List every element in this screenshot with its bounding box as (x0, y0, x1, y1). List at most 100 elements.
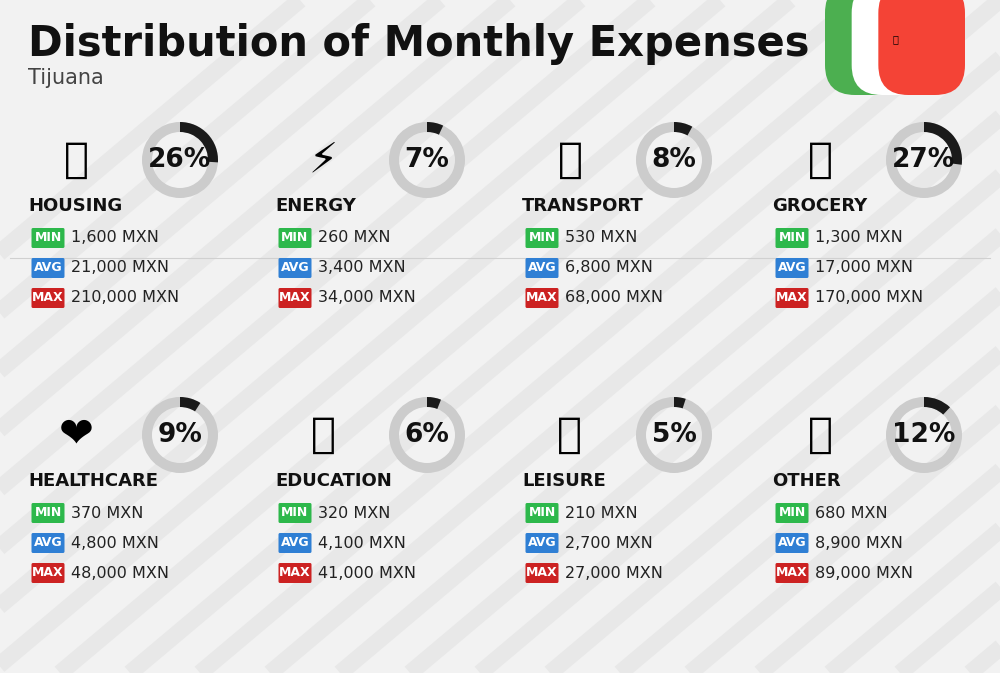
FancyBboxPatch shape (878, 0, 965, 95)
Text: 210,000 MXN: 210,000 MXN (71, 291, 179, 306)
Text: 🛍️: 🛍️ (557, 414, 582, 456)
Text: 5%: 5% (652, 422, 696, 448)
Text: 34,000 MXN: 34,000 MXN (318, 291, 416, 306)
Text: MAX: MAX (32, 567, 64, 579)
Text: 4,100 MXN: 4,100 MXN (318, 536, 406, 551)
Wedge shape (636, 397, 712, 473)
Wedge shape (636, 122, 712, 198)
Text: 🏙: 🏙 (64, 139, 88, 181)
FancyBboxPatch shape (776, 563, 809, 583)
FancyBboxPatch shape (776, 503, 809, 523)
FancyBboxPatch shape (776, 258, 809, 278)
Text: MAX: MAX (32, 291, 64, 304)
FancyBboxPatch shape (526, 288, 558, 308)
Text: MAX: MAX (279, 567, 311, 579)
Wedge shape (389, 122, 465, 198)
Text: MIN: MIN (528, 507, 556, 520)
Text: 210 MXN: 210 MXN (565, 505, 638, 520)
Text: MIN: MIN (34, 232, 62, 244)
Text: 530 MXN: 530 MXN (565, 230, 637, 246)
Wedge shape (427, 397, 441, 409)
Text: MIN: MIN (281, 507, 309, 520)
FancyBboxPatch shape (526, 258, 558, 278)
Text: 3,400 MXN: 3,400 MXN (318, 260, 406, 275)
FancyBboxPatch shape (278, 228, 312, 248)
Text: AVG: AVG (528, 536, 556, 549)
Wedge shape (674, 397, 686, 409)
Text: LEISURE: LEISURE (522, 472, 606, 490)
Text: 👜: 👜 (808, 414, 833, 456)
Wedge shape (886, 122, 962, 198)
FancyBboxPatch shape (278, 503, 312, 523)
Text: 9%: 9% (158, 422, 202, 448)
Text: 26%: 26% (148, 147, 212, 173)
Text: MIN: MIN (281, 232, 309, 244)
Wedge shape (142, 397, 218, 473)
FancyBboxPatch shape (278, 258, 312, 278)
Text: 8,900 MXN: 8,900 MXN (815, 536, 903, 551)
FancyBboxPatch shape (526, 563, 558, 583)
Text: 21,000 MXN: 21,000 MXN (71, 260, 169, 275)
Text: AVG: AVG (778, 536, 806, 549)
FancyBboxPatch shape (32, 563, 64, 583)
Text: MAX: MAX (526, 291, 558, 304)
FancyBboxPatch shape (776, 533, 809, 553)
Text: 17,000 MXN: 17,000 MXN (815, 260, 913, 275)
Text: 170,000 MXN: 170,000 MXN (815, 291, 923, 306)
Text: 48,000 MXN: 48,000 MXN (71, 565, 169, 581)
FancyBboxPatch shape (776, 228, 809, 248)
Text: 41,000 MXN: 41,000 MXN (318, 565, 416, 581)
Wedge shape (142, 122, 218, 198)
Text: 4,800 MXN: 4,800 MXN (71, 536, 159, 551)
FancyBboxPatch shape (278, 533, 312, 553)
Text: MAX: MAX (776, 567, 808, 579)
Text: 68,000 MXN: 68,000 MXN (565, 291, 663, 306)
Text: 🦅: 🦅 (892, 34, 898, 44)
Text: 8%: 8% (652, 147, 696, 173)
FancyBboxPatch shape (32, 258, 64, 278)
FancyBboxPatch shape (32, 288, 64, 308)
Text: AVG: AVG (528, 262, 556, 275)
Text: AVG: AVG (281, 262, 309, 275)
Text: 6%: 6% (405, 422, 449, 448)
Text: MIN: MIN (34, 507, 62, 520)
FancyBboxPatch shape (32, 228, 64, 248)
Text: Distribution of Monthly Expenses: Distribution of Monthly Expenses (28, 23, 810, 65)
FancyBboxPatch shape (32, 533, 64, 553)
FancyBboxPatch shape (526, 533, 558, 553)
Text: 🛒: 🛒 (808, 139, 833, 181)
Text: 2,700 MXN: 2,700 MXN (565, 536, 653, 551)
FancyBboxPatch shape (526, 228, 558, 248)
Text: 27%: 27% (892, 147, 956, 173)
Text: 370 MXN: 370 MXN (71, 505, 143, 520)
Text: 680 MXN: 680 MXN (815, 505, 888, 520)
Text: 320 MXN: 320 MXN (318, 505, 390, 520)
Text: 6,800 MXN: 6,800 MXN (565, 260, 653, 275)
FancyBboxPatch shape (852, 0, 938, 95)
FancyBboxPatch shape (278, 563, 312, 583)
Text: MIN: MIN (778, 507, 806, 520)
Text: 260 MXN: 260 MXN (318, 230, 390, 246)
Text: MIN: MIN (528, 232, 556, 244)
Text: EDUCATION: EDUCATION (275, 472, 392, 490)
Wedge shape (924, 397, 950, 415)
Wedge shape (886, 397, 962, 473)
Text: ⚡: ⚡ (308, 139, 338, 181)
Text: TRANSPORT: TRANSPORT (522, 197, 644, 215)
Text: GROCERY: GROCERY (772, 197, 867, 215)
Text: MAX: MAX (279, 291, 311, 304)
Text: AVG: AVG (281, 536, 309, 549)
Wedge shape (180, 397, 200, 411)
FancyBboxPatch shape (526, 503, 558, 523)
FancyBboxPatch shape (825, 0, 912, 95)
Wedge shape (427, 122, 443, 135)
FancyBboxPatch shape (278, 288, 312, 308)
Wedge shape (180, 122, 218, 162)
Text: OTHER: OTHER (772, 472, 841, 490)
Text: ENERGY: ENERGY (275, 197, 356, 215)
FancyBboxPatch shape (32, 503, 64, 523)
FancyBboxPatch shape (776, 288, 809, 308)
Text: 1,300 MXN: 1,300 MXN (815, 230, 903, 246)
Text: AVG: AVG (778, 262, 806, 275)
Text: 7%: 7% (405, 147, 449, 173)
